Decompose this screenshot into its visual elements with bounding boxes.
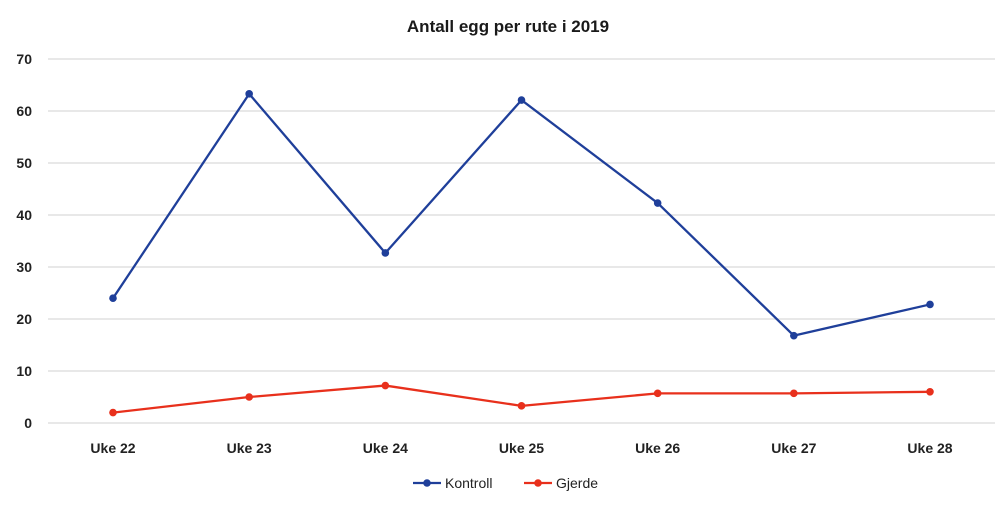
data-point [517,402,526,410]
data-point [790,331,798,340]
legend-swatch-marker [423,479,431,487]
data-point [517,96,526,104]
series-gjerde [109,381,934,417]
y-tick-label: 40 [16,207,32,223]
x-tick-label: Uke 27 [771,440,816,456]
data-point [926,388,934,396]
data-point [653,389,662,398]
y-tick-label: 70 [16,51,32,67]
data-point [653,199,662,207]
x-tick-label: Uke 28 [907,440,952,456]
y-tick-label: 60 [16,103,32,119]
gridlines [48,58,995,424]
x-tick-label: Uke 26 [635,440,680,456]
data-point [245,90,253,98]
x-axis-tick-labels: Uke 22 Uke 23 Uke 24 Uke 25 Uke 26 Uke 27 Uke … [90,440,952,456]
data-point [381,249,390,257]
y-tick-label: 0 [24,415,32,431]
x-tick-label: Uke 24 [363,440,408,456]
legend-item-gjerde: Gjerde [524,475,598,491]
y-tick-label: 10 [16,363,32,379]
legend-label: Gjerde [556,475,598,491]
data-point [381,381,390,390]
data-point [245,393,253,401]
legend-item-kontroll: Kontroll [413,475,492,491]
y-axis-tick-labels: 0 10 20 30 40 50 60 70 [16,51,32,431]
x-tick-label: Uke 25 [499,440,544,456]
series-layer [109,90,934,417]
legend-swatch-marker [534,479,542,487]
data-point [109,408,117,417]
y-tick-label: 50 [16,155,32,171]
data-point [109,294,117,303]
y-tick-label: 20 [16,311,32,327]
data-point [790,389,798,398]
series-kontroll [109,90,934,340]
x-tick-label: Uke 22 [90,440,135,456]
data-point [926,300,934,309]
legend-label: Kontroll [445,475,492,491]
chart-title: Antall egg per rute i 2019 [407,17,609,36]
x-tick-label: Uke 23 [227,440,272,456]
legend: Kontroll Gjerde [413,475,598,491]
y-tick-label: 30 [16,259,32,275]
